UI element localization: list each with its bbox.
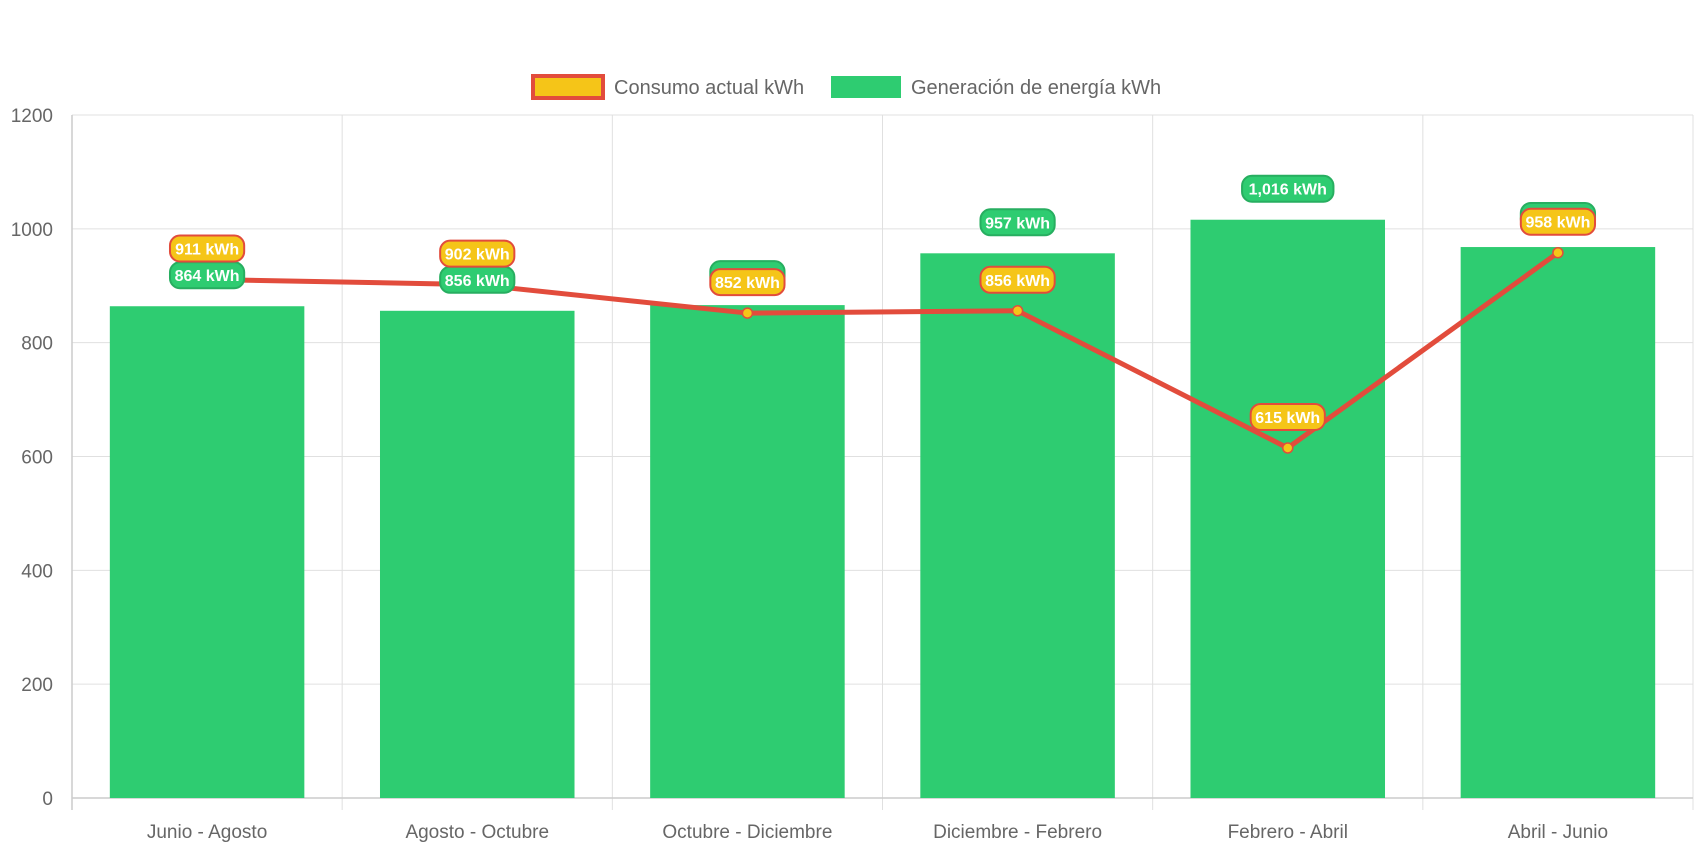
bar[interactable]	[1190, 219, 1386, 798]
y-tick-label: 0	[42, 789, 53, 810]
data-label: 615 kWh	[1249, 402, 1326, 431]
data-label-text: 864 kWh	[175, 268, 240, 285]
x-tick-label: Diciembre - Febrero	[933, 822, 1102, 843]
data-label: 864 kWh	[168, 261, 246, 290]
data-label-text: 902 kWh	[445, 247, 510, 264]
bar[interactable]	[379, 310, 575, 798]
x-tick-label: Octubre - Diciembre	[662, 822, 832, 843]
data-label-pill	[709, 268, 786, 297]
data-label: 1,016 kWh	[1241, 174, 1335, 203]
x-tick-label: Agosto - Octubre	[405, 822, 549, 843]
bar[interactable]	[109, 306, 305, 798]
y-tick-label: 1200	[11, 106, 53, 127]
line-point[interactable]	[1282, 442, 1294, 454]
line-point[interactable]	[1011, 305, 1024, 317]
y-tick-label: 800	[21, 334, 53, 355]
data-label-text: 958 kWh	[1525, 215, 1590, 232]
data-label: 856 kWh	[439, 265, 516, 294]
x-tick-label: Junio - Agosto	[147, 822, 267, 843]
line-point[interactable]	[741, 307, 754, 319]
data-label-text: 856 kWh	[445, 273, 510, 290]
data-label-text: 856 kWh	[985, 273, 1050, 290]
x-tick-label: Febrero - Abril	[1228, 822, 1348, 843]
bar[interactable]	[1460, 247, 1656, 799]
legend-label-generacion[interactable]: Generación de energía kWh	[911, 77, 1161, 99]
data-label: 957 kWh	[979, 208, 1056, 237]
data-label-pill	[1241, 174, 1335, 203]
y-tick-label: 1000	[11, 220, 53, 241]
data-label-text: 957 kWh	[985, 215, 1050, 232]
data-label-text: 615 kWh	[1255, 410, 1320, 427]
data-label: 856 kWh	[979, 265, 1056, 294]
data-label-pill	[1249, 402, 1326, 431]
series-line	[207, 250, 1560, 451]
data-label-pill	[439, 239, 516, 268]
data-label: 852 kWh	[709, 268, 786, 297]
bar-series	[109, 219, 1656, 799]
y-axis: 0 200 400 600 800 1000 1200	[11, 106, 1693, 810]
x-tick-label: Abril - Junio	[1508, 822, 1608, 843]
x-axis: Junio - Agosto Agosto - Octubre Octubre - …	[147, 822, 1608, 843]
data-label-pill	[1519, 207, 1597, 236]
legend-swatch-generacion[interactable]	[831, 76, 901, 98]
grid-lines	[71, 114, 1694, 810]
y-tick-label: 200	[21, 675, 53, 696]
data-label-pill	[979, 208, 1056, 237]
legend-label-consumo[interactable]: Consumo actual kWh	[614, 77, 804, 99]
data-label-text: 1,016 kWh	[1249, 182, 1327, 199]
line-point[interactable]	[1552, 246, 1564, 259]
bar[interactable]	[920, 253, 1115, 798]
data-label-pill	[979, 265, 1056, 294]
bar[interactable]	[650, 305, 845, 798]
legend-swatch-consumo[interactable]	[531, 74, 605, 100]
data-label-text: 911 kWh	[175, 241, 239, 258]
data-label: 902 kWh	[439, 239, 516, 268]
data-label-pill	[168, 234, 246, 263]
legend: Consumo actual kWh Generación de energía…	[531, 74, 1161, 100]
y-tick-label: 400	[21, 561, 53, 582]
line-data-labels: 911 kWh 902 kWh 852 kWh 856 kWh 615 kWh 958 k…	[168, 207, 1597, 431]
data-label: 958 kWh	[1519, 207, 1597, 236]
data-label: 911 kWh	[168, 234, 246, 263]
y-tick-label: 600	[21, 448, 53, 469]
data-label-text: 852 kWh	[715, 275, 780, 292]
